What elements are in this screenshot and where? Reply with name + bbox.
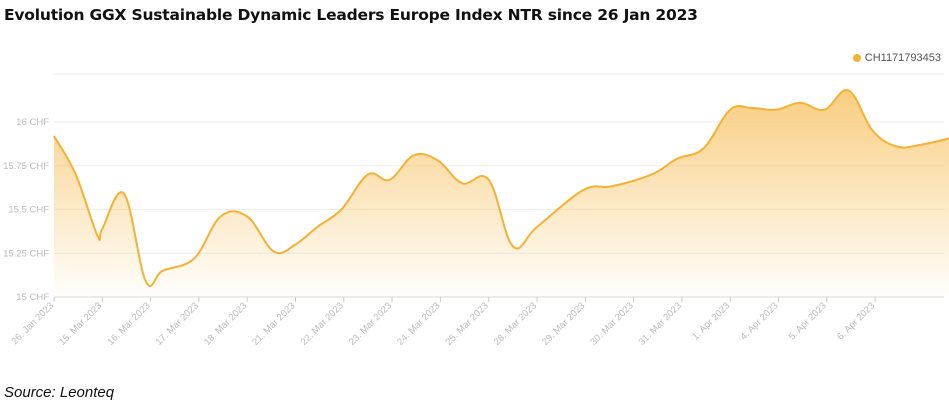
y-tick-label: 16 CHF xyxy=(16,117,49,128)
chart-title: Evolution GGX Sustainable Dynamic Leader… xyxy=(4,6,698,24)
legend-dot-icon xyxy=(852,54,861,62)
x-tick-label: 26. Jan 2023 xyxy=(9,300,56,347)
series-area xyxy=(54,90,949,297)
y-tick-label: 15.5 CHF xyxy=(8,205,49,216)
x-tick-label: 24. Mar 2023 xyxy=(395,300,442,347)
x-tick-label: 1. Apr 2023 xyxy=(690,300,732,342)
x-tick-label: 30. Mar 2023 xyxy=(588,300,635,347)
x-tick-label: 16. Mar 2023 xyxy=(105,300,152,347)
x-tick-label: 17. Mar 2023 xyxy=(154,300,201,347)
x-tick-label: 31. Mar 2023 xyxy=(637,300,684,347)
source-note: Source: Leonteq xyxy=(4,384,115,401)
x-tick-label: 28. Mar 2023 xyxy=(492,300,539,347)
x-tick-label: 6. Apr 2023 xyxy=(835,300,877,342)
chart-legend[interactable]: CH1171793453 xyxy=(852,52,941,64)
x-tick-label: 18. Mar 2023 xyxy=(202,300,249,347)
x-tick-label: 23. Mar 2023 xyxy=(347,300,394,347)
y-tick-label: 15.25 CHF xyxy=(3,248,49,259)
y-tick-label: 15.75 CHF xyxy=(3,161,49,172)
x-tick-label: 21. Mar 2023 xyxy=(250,300,297,347)
x-tick-label: 4. Apr 2023 xyxy=(738,300,780,342)
chart-area: 15 CHF 15.25 CHF 15.5 CHF 15.75 CHF 16 CHF 2… xyxy=(3,73,949,348)
x-tick-label: 29. Mar 2023 xyxy=(540,300,587,347)
x-tick-label: 15. Mar 2023 xyxy=(57,300,104,347)
x-tick-label: 22. Mar 2023 xyxy=(299,300,346,347)
series-line[interactable] xyxy=(53,89,949,288)
x-tick-label: 5. Apr 2023 xyxy=(787,300,829,342)
x-tick-label: 25. Mar 2023 xyxy=(443,300,490,347)
legend-label: CH1171793453 xyxy=(864,52,941,64)
y-axis: 15 CHF 15.25 CHF 15.5 CHF 15.75 CHF 16 CHF xyxy=(3,117,49,303)
x-axis: 26. Jan 2023 15. Mar 2023 16. Mar 2023 17. … xyxy=(9,297,877,348)
y-tick-label: 15 CHF xyxy=(16,292,49,303)
